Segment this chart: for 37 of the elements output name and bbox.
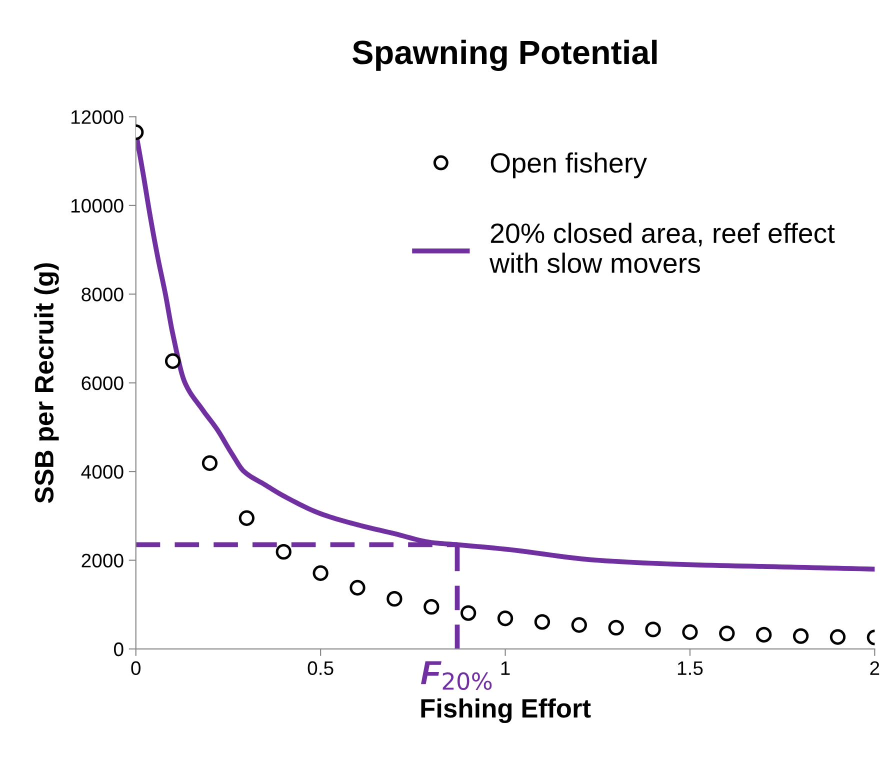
point bbox=[682, 624, 698, 640]
y-tick-label: 4000 bbox=[81, 465, 124, 479]
y-axis-title: SSB per Recruit (g) bbox=[34, 263, 59, 504]
point bbox=[424, 598, 440, 615]
point bbox=[719, 626, 735, 642]
legend-label: Open fishery bbox=[490, 152, 647, 178]
point bbox=[756, 626, 772, 643]
point bbox=[645, 622, 661, 638]
point bbox=[312, 565, 328, 581]
ref-line-label: F$_{20%}$ bbox=[421, 661, 492, 690]
x-axis-title: Fishing Effort bbox=[421, 698, 591, 724]
point bbox=[497, 610, 514, 626]
y-tick-label: 2000 bbox=[82, 554, 124, 568]
point bbox=[238, 510, 255, 526]
y-tick-label: 8000 bbox=[82, 288, 124, 302]
point bbox=[386, 591, 402, 607]
x-tick-label: 0 bbox=[131, 661, 141, 676]
x-tick-label: 0.5 bbox=[308, 661, 334, 676]
point bbox=[571, 617, 587, 633]
x-tick-label: 2 bbox=[870, 661, 880, 675]
point bbox=[202, 455, 218, 471]
point bbox=[164, 353, 181, 369]
x-tick-label: 1 bbox=[501, 661, 510, 675]
y-tick-label: 6000 bbox=[82, 376, 124, 390]
point bbox=[608, 620, 624, 636]
x-tick-label: 1.5 bbox=[678, 661, 703, 676]
point bbox=[830, 629, 846, 645]
point bbox=[534, 614, 550, 630]
chart-title: Spawning Potential bbox=[352, 40, 657, 72]
y-tick-label: 10000 bbox=[71, 198, 124, 213]
point bbox=[460, 605, 476, 621]
y-tick-label: 0 bbox=[114, 642, 124, 656]
point bbox=[792, 628, 809, 644]
point bbox=[276, 544, 292, 560]
y-tick-label: 12000 bbox=[71, 110, 124, 124]
legend-label: 20% closed area, reef effect with slow movers bbox=[489, 222, 835, 274]
point bbox=[350, 580, 366, 596]
